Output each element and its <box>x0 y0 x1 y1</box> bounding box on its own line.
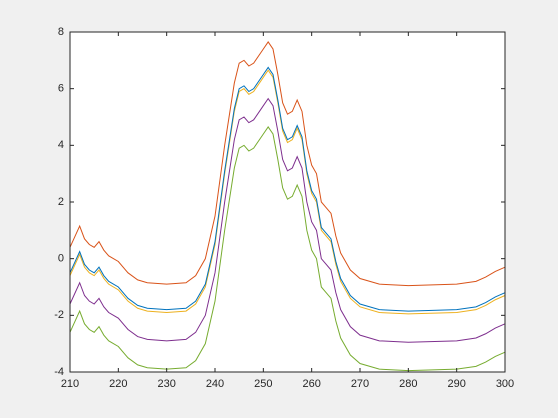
data-line <box>69 66 506 312</box>
x-tick-label: 210 <box>61 378 79 390</box>
data-line <box>69 69 506 315</box>
plot-area <box>70 32 505 372</box>
x-tick-label: 220 <box>109 378 127 390</box>
x-tick-label: 270 <box>351 378 369 390</box>
x-tick-label: 260 <box>302 378 320 390</box>
y-tick-label: 2 <box>58 196 64 208</box>
data-line <box>69 97 506 343</box>
x-tick-label: 230 <box>157 378 175 390</box>
x-tick-label: 290 <box>447 378 465 390</box>
data-line <box>69 41 506 287</box>
y-tick-label: -4 <box>54 366 64 378</box>
x-tick-label: 240 <box>206 378 224 390</box>
data-line <box>69 126 506 372</box>
y-tick-label: 0 <box>58 253 64 265</box>
x-tick-label: 300 <box>496 378 514 390</box>
x-tick-label: 250 <box>254 378 272 390</box>
x-tick-label: 280 <box>399 378 417 390</box>
y-tick-label: 4 <box>58 139 64 151</box>
y-tick-label: 8 <box>58 26 64 38</box>
y-tick-label: -2 <box>54 309 64 321</box>
y-tick-label: 6 <box>58 83 64 95</box>
